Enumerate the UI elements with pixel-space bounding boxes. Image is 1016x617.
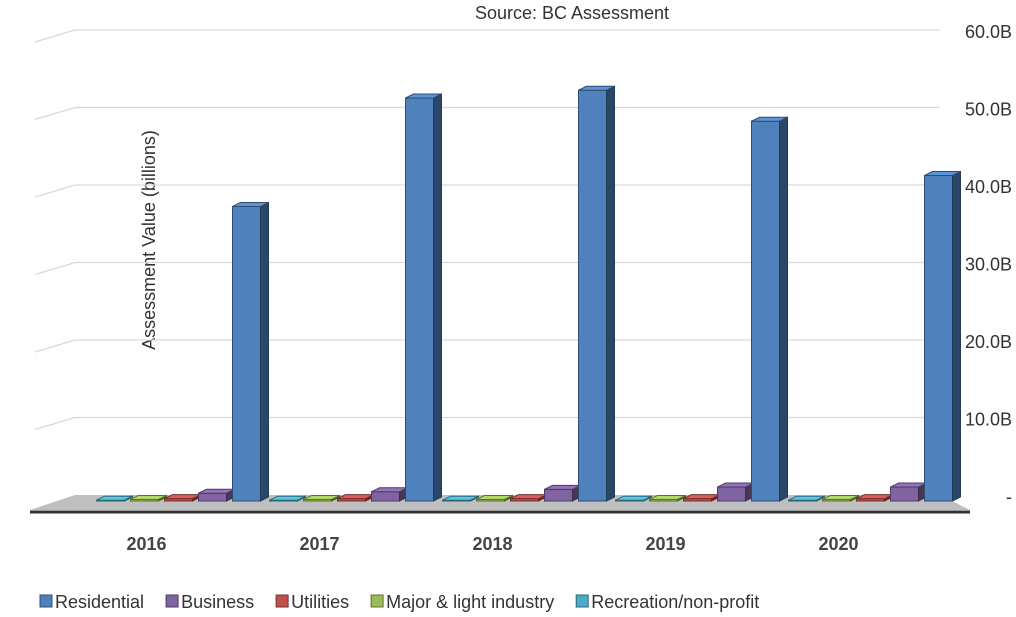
bar (442, 495, 479, 502)
legend-swatch (39, 594, 53, 608)
bar-top (788, 495, 825, 501)
bar-front (717, 486, 746, 502)
y-tick-label: 20.0B (965, 332, 1012, 352)
x-tick-label: 2016 (126, 534, 166, 554)
bar-side (779, 116, 788, 502)
bar-side (952, 170, 961, 502)
bar (96, 495, 133, 502)
legend-label: Business (181, 592, 254, 612)
y-tick-label: - (1006, 487, 1012, 507)
grid-line (34, 106, 76, 121)
legend-label: Recreation/non-profit (591, 592, 759, 612)
bar (371, 486, 408, 502)
x-tick-label: 2018 (472, 534, 512, 554)
legend-label: Residential (55, 592, 144, 612)
y-tick-label: 60.0B (965, 22, 1012, 42)
grid-line (34, 339, 76, 353)
bar-side (433, 93, 442, 502)
bar-top (822, 494, 859, 500)
grid-line (34, 416, 76, 431)
bar (751, 116, 788, 502)
bar-top (924, 171, 961, 176)
bar-top (130, 494, 167, 500)
grid-line (34, 184, 76, 198)
chart-subtitle: Source: BC Assessment (475, 3, 669, 23)
x-tick-label: 2017 (299, 534, 339, 554)
y-axis-label: Assessment Value (billions) (139, 130, 159, 350)
bar (198, 488, 235, 502)
bar-front (232, 206, 261, 502)
bar (510, 493, 547, 502)
bar (130, 494, 167, 502)
bar-top (405, 93, 442, 99)
y-tick-label: 10.0B (965, 409, 1012, 429)
bar (788, 495, 825, 502)
bar (890, 482, 927, 502)
bar (822, 494, 859, 502)
bar (405, 93, 442, 502)
bar-top (303, 494, 340, 500)
legend-swatch (165, 594, 179, 608)
bar-front (198, 492, 227, 502)
bar-front (751, 120, 780, 502)
x-tick-label: 2019 (645, 534, 685, 554)
bar-front (890, 486, 919, 502)
y-tick-label: 50.0B (965, 99, 1012, 119)
bar-top (442, 495, 479, 501)
bar-top (578, 85, 615, 91)
legend-label: Major & light industry (386, 592, 554, 612)
legend-swatch (275, 594, 289, 608)
y-tick-label: 40.0B (965, 177, 1012, 197)
bar-front (405, 97, 434, 502)
bar-side (260, 201, 269, 502)
bar-top (615, 495, 652, 501)
bar-front (924, 175, 953, 502)
bar-top (476, 494, 513, 500)
grid-line (34, 29, 76, 43)
bar-front (578, 89, 607, 502)
bar (232, 201, 269, 502)
bar-front (544, 488, 573, 502)
bar (683, 493, 720, 502)
bar-top (269, 495, 306, 501)
bar (476, 494, 513, 502)
bar-top (232, 202, 269, 207)
bar (717, 482, 754, 502)
bar (303, 494, 340, 502)
bar (924, 170, 961, 502)
legend-swatch (370, 594, 384, 608)
grid-line (34, 261, 76, 276)
bar (544, 484, 581, 502)
bar (164, 493, 201, 502)
bar-side (606, 85, 615, 502)
bar (578, 85, 615, 502)
bar-front (371, 491, 400, 502)
bar-top (96, 495, 133, 501)
bar-top (751, 116, 788, 122)
bar (649, 494, 686, 502)
bar (615, 495, 652, 502)
y-tick-label: 30.0B (965, 254, 1012, 274)
bar (856, 493, 893, 502)
x-tick-label: 2020 (818, 534, 858, 554)
legend-swatch (575, 594, 589, 608)
legend-label: Utilities (291, 592, 349, 612)
bar (269, 495, 306, 502)
bar (337, 493, 374, 502)
bar-top (649, 494, 686, 500)
